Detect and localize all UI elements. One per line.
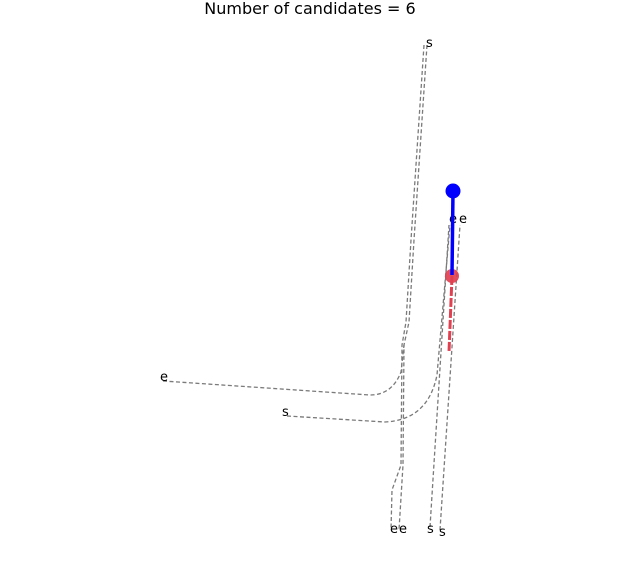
diagram-title: Number of candidates = 6 [204, 0, 415, 18]
predicted-trajectory [447, 275, 454, 353]
lane-start-label: s [439, 525, 446, 540]
lane-start-label: s [282, 405, 289, 420]
lane-start-label: s [427, 522, 434, 537]
lane-start-label: s [426, 36, 433, 51]
candidate-lane-2 [390, 44, 425, 531]
lane-end-label: e [399, 522, 407, 537]
candidate-lane-5 [429, 224, 450, 528]
candidate-lane-4 [286, 224, 451, 423]
lane-end-label: e [160, 370, 168, 385]
predicted-start-point [445, 269, 459, 283]
history-trajectory [450, 190, 455, 276]
lane-end-label: e [390, 522, 398, 537]
lane-end-label: e [459, 212, 467, 227]
agent-current-position [445, 183, 461, 199]
candidate-lane-1 [398, 44, 428, 531]
candidate-lane-3 [162, 344, 405, 396]
